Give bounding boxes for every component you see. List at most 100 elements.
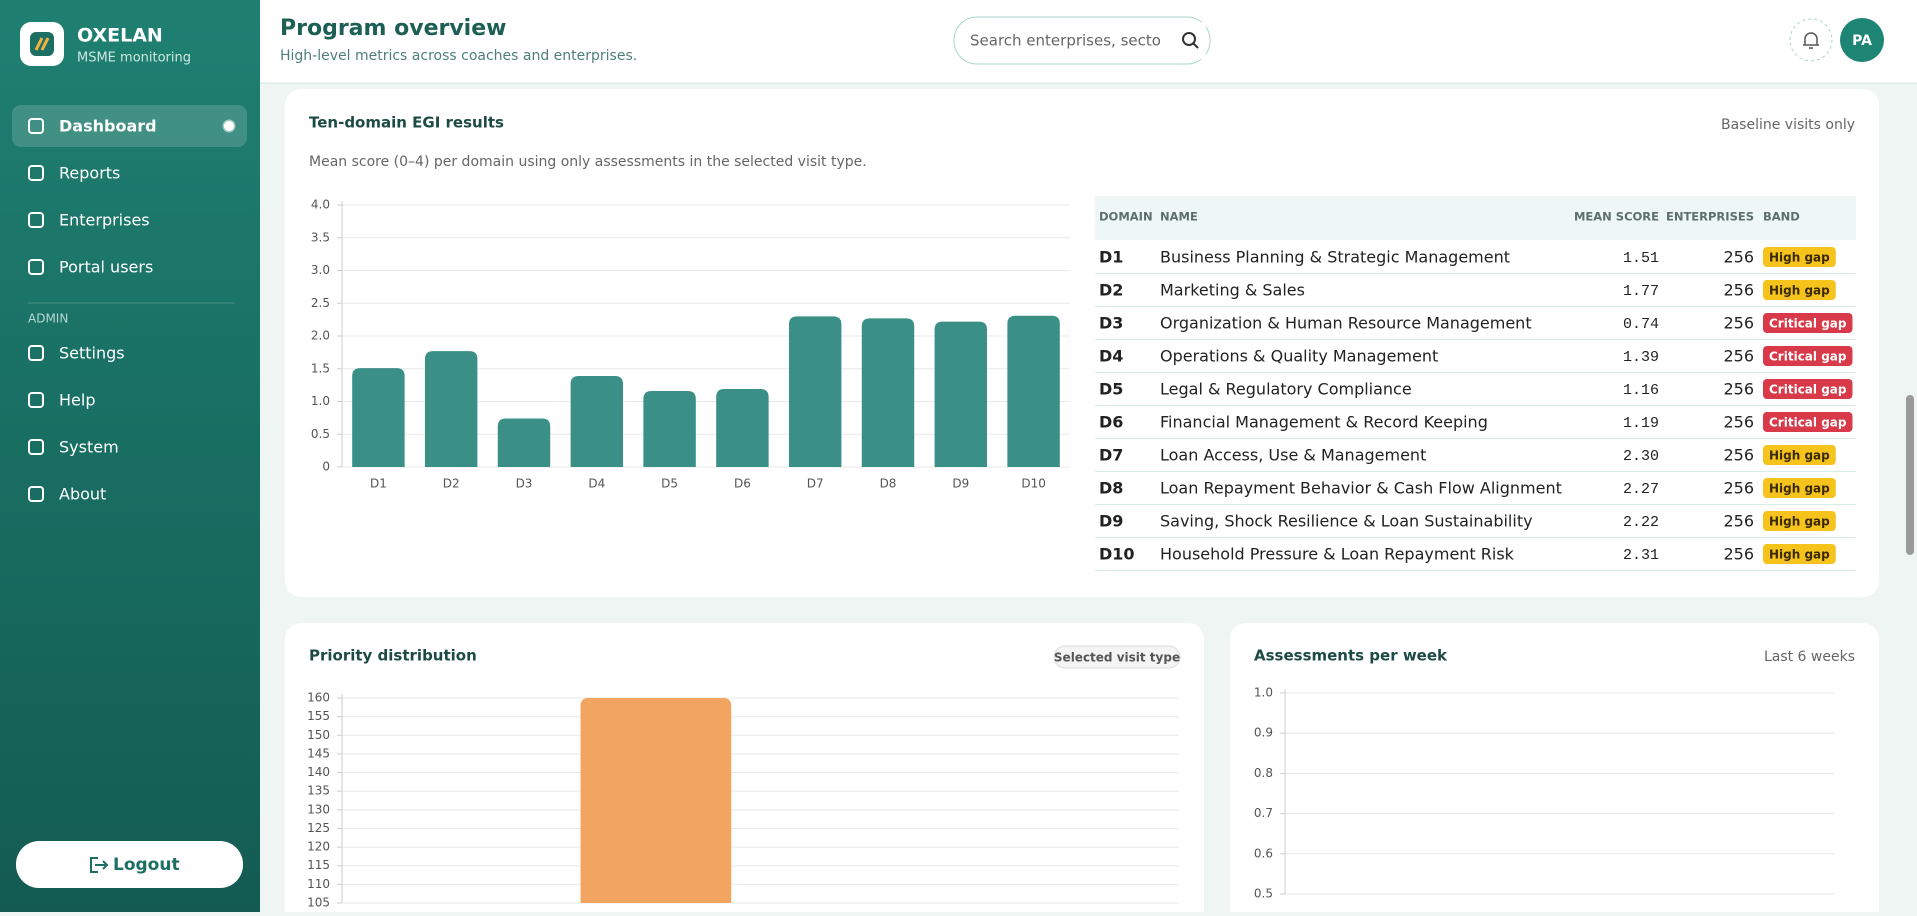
- cell-enterprises: 256: [1723, 248, 1754, 267]
- column-header: BAND: [1763, 210, 1800, 224]
- nav-icon: [28, 345, 44, 361]
- y-tick-label: 1.5: [311, 361, 330, 375]
- card-description: Mean score (0–4) per domain using only a…: [309, 154, 867, 170]
- cell-name: Organization & Human Resource Management: [1160, 314, 1532, 333]
- cell-mean: 1.51: [1623, 250, 1659, 267]
- nav-item[interactable]: Reports: [28, 164, 120, 183]
- y-tick-label: 4.0: [311, 198, 330, 212]
- nav-label: Dashboard: [59, 117, 157, 136]
- egi-table: DOMAIN NAME MEAN SCORE ENTERPRISES BAND D1 Bus…: [1095, 210, 1856, 571]
- nav-icon: [28, 259, 44, 275]
- priority-card: [285, 623, 1204, 916]
- y-tick-label: 0.5: [1254, 887, 1273, 901]
- cell-name: Saving, Shock Resilience & Loan Sustaina…: [1160, 512, 1533, 531]
- cell-mean: 1.39: [1623, 349, 1659, 366]
- cell-domain: D5: [1099, 380, 1123, 399]
- nav-item[interactable]: System: [28, 438, 119, 457]
- cell-enterprises: 256: [1723, 281, 1754, 300]
- y-tick-label: 110: [307, 877, 330, 891]
- nav-label: Portal users: [59, 258, 153, 277]
- band-badge: [1763, 445, 1836, 465]
- nav-label: About: [59, 485, 106, 504]
- bar: [424, 351, 478, 467]
- table-header: [1095, 196, 1856, 240]
- band-label: High gap: [1769, 251, 1830, 265]
- nav-label: Reports: [59, 164, 120, 183]
- cell-enterprises: 256: [1723, 512, 1754, 531]
- cell-mean: 0.74: [1623, 316, 1659, 333]
- cell-name: Loan Repayment Behavior & Cash Flow Alig…: [1160, 479, 1562, 498]
- table-row: D1 Business Planning & Strategic Manageme…: [1095, 247, 1856, 274]
- band-label: Critical gap: [1769, 416, 1847, 430]
- band-badge: [1763, 346, 1853, 366]
- column-header: DOMAIN: [1099, 210, 1153, 224]
- search-icon: [1182, 32, 1196, 46]
- cell-enterprises: 256: [1723, 314, 1754, 333]
- band-label: High gap: [1769, 515, 1830, 529]
- nav-item[interactable]: Portal users: [28, 258, 153, 277]
- cell-enterprises: 256: [1723, 347, 1754, 366]
- avatar-initials: PA: [1852, 33, 1872, 49]
- x-tick-label: D7: [807, 477, 824, 491]
- search[interactable]: Search enterprises, sectors: [953, 16, 1211, 65]
- cell-mean: 2.31: [1623, 547, 1659, 564]
- y-tick-label: 0.7: [1254, 806, 1273, 820]
- search-icon-handle: [1192, 42, 1199, 49]
- band-label: High gap: [1769, 548, 1830, 562]
- y-tick-label: 140: [307, 765, 330, 779]
- band-badge: [1763, 247, 1836, 267]
- band-badge: [1763, 280, 1836, 300]
- nav-item[interactable]: Dashboard: [28, 117, 157, 136]
- y-tick-label: 125: [307, 821, 330, 835]
- bar: [643, 391, 696, 467]
- nav-icon: [28, 212, 44, 228]
- band-label: High gap: [1769, 482, 1830, 496]
- x-tick-label: D10: [1021, 477, 1046, 491]
- y-tick-label: 3.0: [311, 263, 330, 277]
- nav-label: System: [59, 438, 119, 457]
- cell-domain: D4: [1099, 347, 1123, 366]
- y-tick-label: 2.5: [311, 296, 330, 310]
- cell-enterprises: 256: [1723, 413, 1754, 432]
- nav-item[interactable]: Help: [28, 391, 95, 410]
- band-badge: [1763, 412, 1853, 432]
- logout-button[interactable]: Logout: [16, 841, 243, 888]
- bar: [716, 389, 769, 467]
- y-tick-label: 1.0: [1254, 686, 1273, 700]
- y-tick-label: 120: [307, 840, 330, 854]
- cell-domain: D1: [1099, 248, 1123, 267]
- sidebar: [0, 0, 260, 912]
- bar: [788, 316, 842, 467]
- nav-icon: [28, 118, 44, 134]
- column-header: NAME: [1160, 210, 1198, 224]
- bar: [352, 368, 405, 467]
- x-tick-label: D9: [952, 477, 969, 491]
- nav-item[interactable]: About: [28, 485, 106, 504]
- bar: [1007, 315, 1060, 467]
- bar: [497, 418, 551, 467]
- cell-name: Operations & Quality Management: [1160, 347, 1438, 366]
- cell-mean: 2.30: [1623, 448, 1659, 465]
- cell-domain: D7: [1099, 446, 1123, 465]
- nav-icon: [28, 486, 44, 502]
- card-tag: Baseline visits only: [1721, 117, 1855, 133]
- page-subtitle: High-level metrics across coaches and en…: [280, 48, 637, 64]
- notifications[interactable]: [1789, 18, 1833, 62]
- nav-item[interactable]: Settings: [28, 344, 125, 363]
- y-tick-label: 0: [322, 460, 330, 474]
- page-title: Program overview: [280, 16, 506, 41]
- y-tick-label: 0.9: [1254, 726, 1273, 740]
- logo-glyph: [34, 37, 50, 51]
- table-row: D4 Operations & Quality Management 1.39 256…: [1095, 346, 1856, 373]
- y-tick-label: 135: [307, 784, 330, 798]
- cell-mean: 1.77: [1623, 283, 1659, 300]
- x-tick-label: D5: [661, 477, 678, 491]
- x-tick-label: D6: [734, 477, 751, 491]
- column-header: MEAN SCORE: [1574, 210, 1659, 224]
- avatar[interactable]: PA: [1840, 18, 1884, 62]
- cell-mean: 1.19: [1623, 415, 1659, 432]
- nav-label: Help: [59, 391, 95, 410]
- y-tick-label: 0.6: [1254, 846, 1273, 860]
- nav-item[interactable]: Enterprises: [28, 211, 150, 230]
